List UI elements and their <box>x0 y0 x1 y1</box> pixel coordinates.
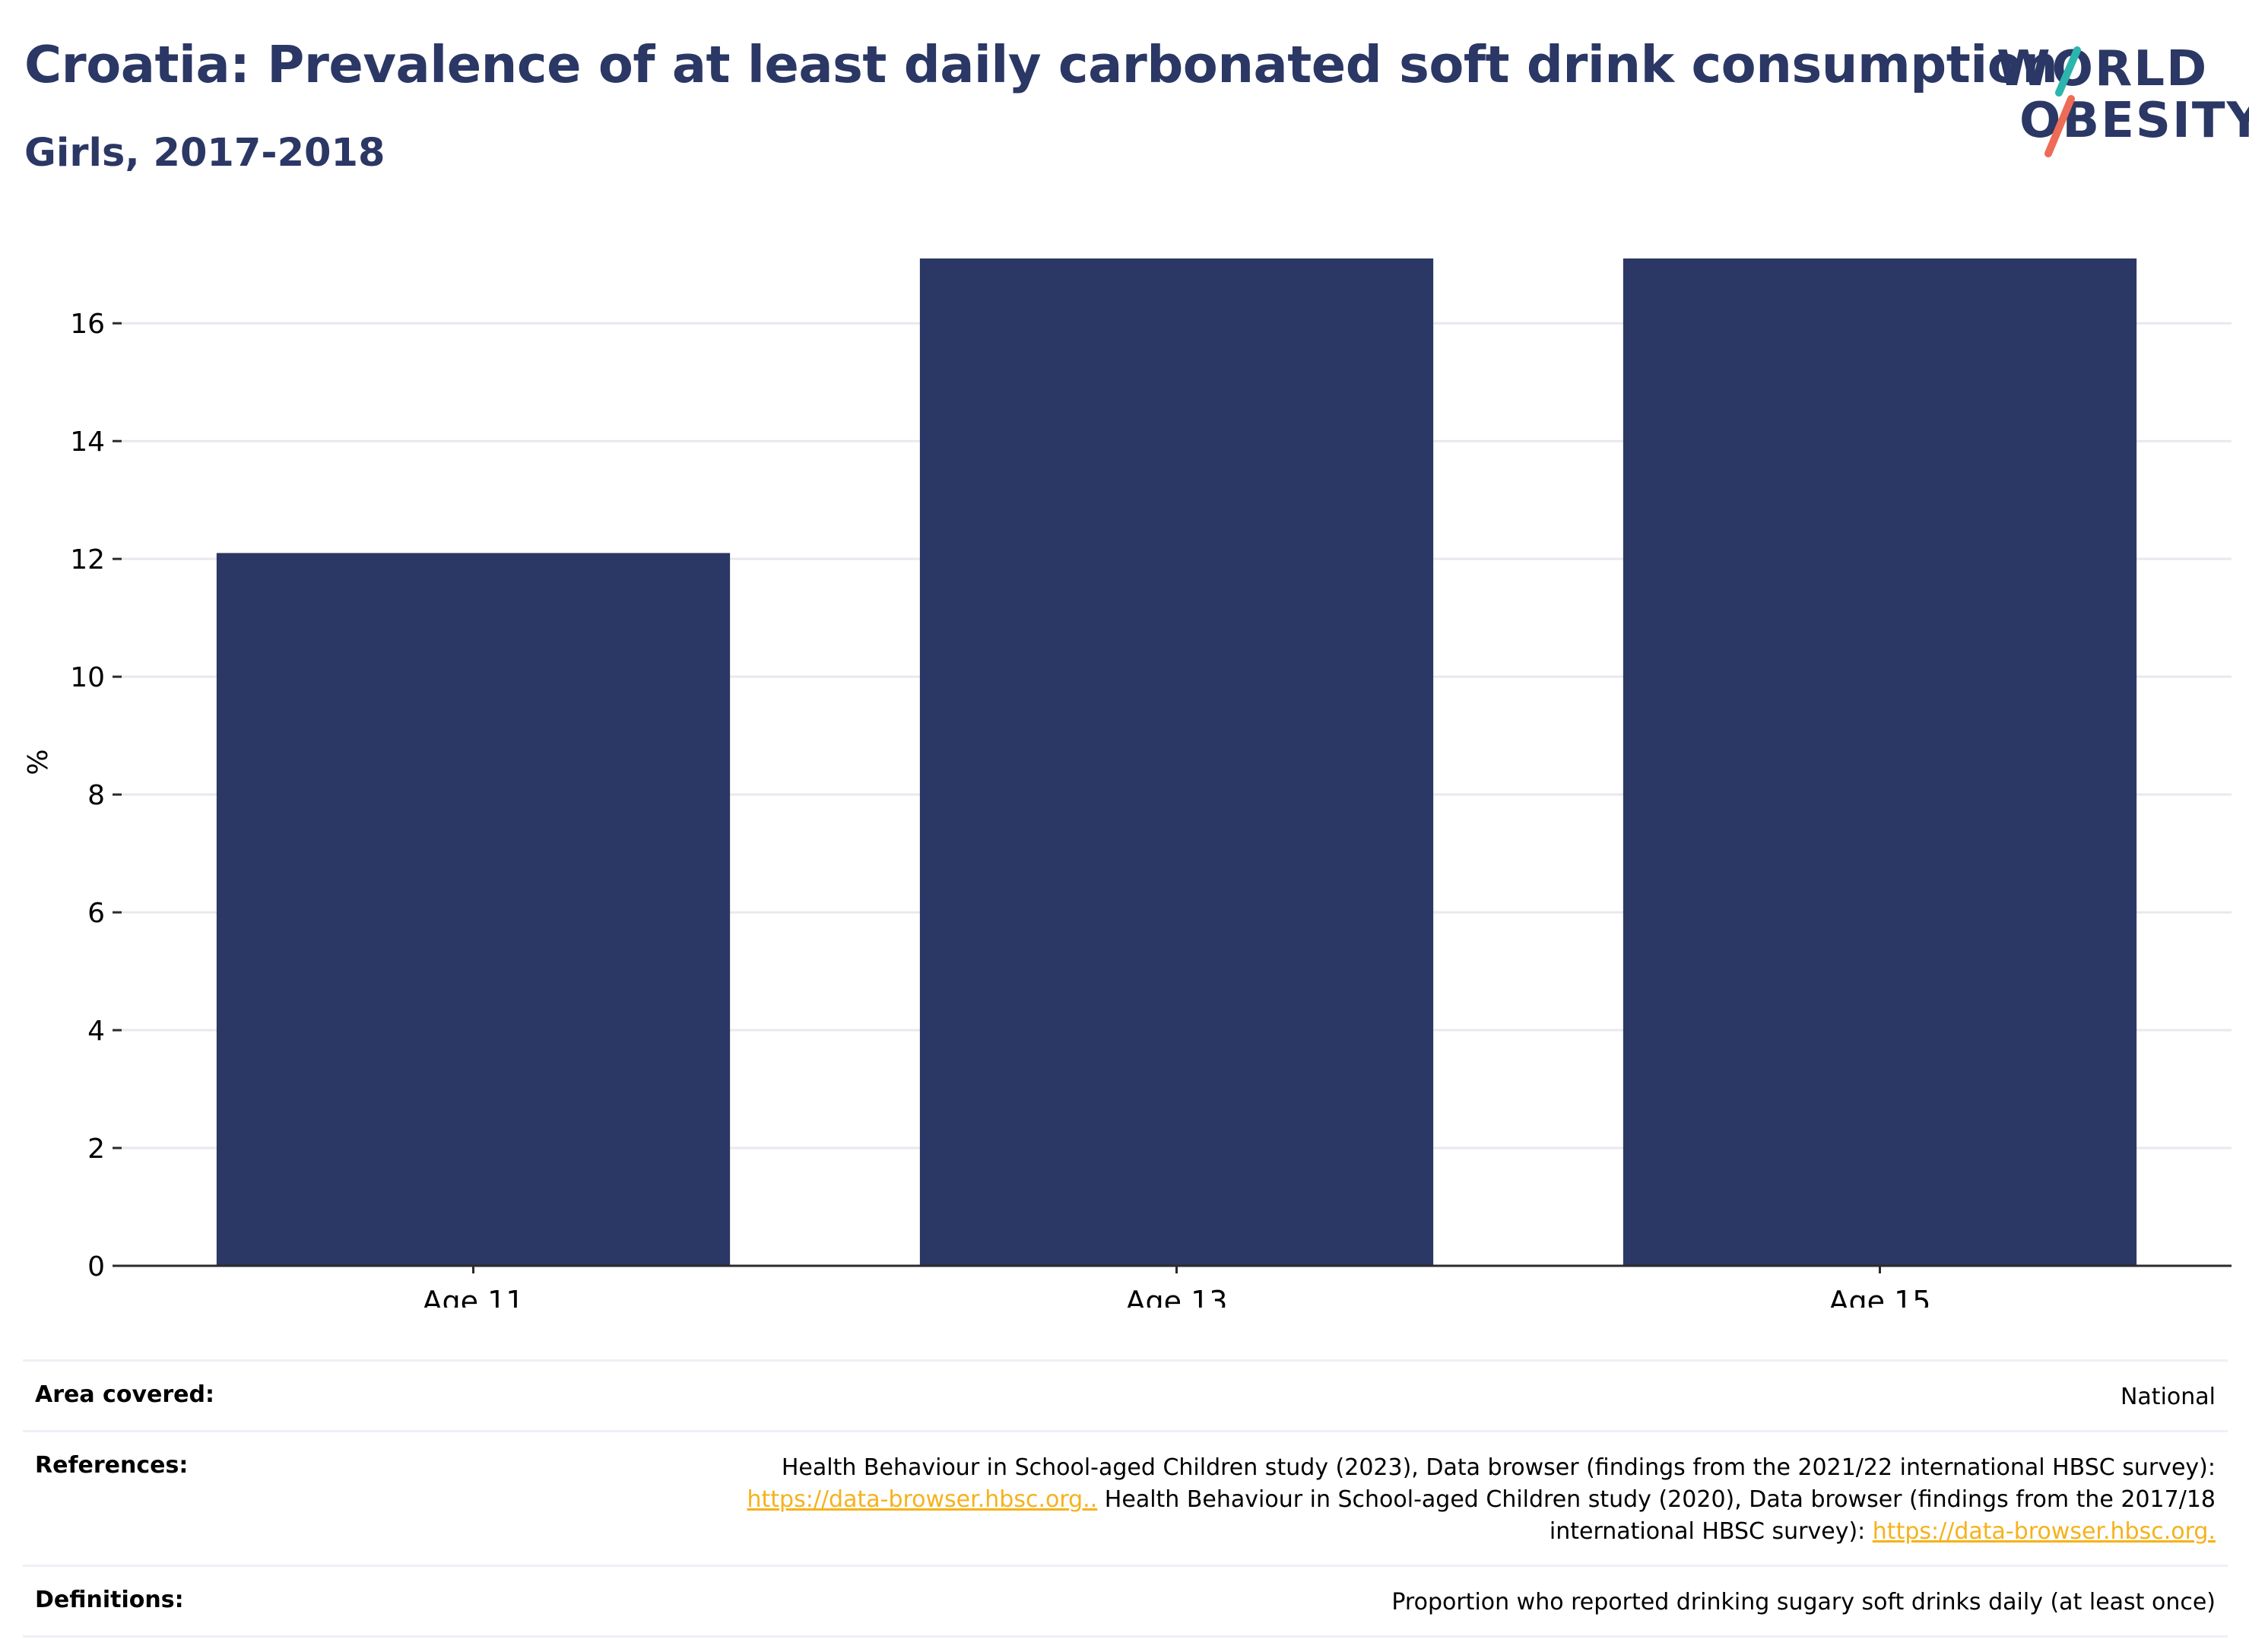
x-tick-label: Age 15 <box>1829 1285 1931 1308</box>
page-subtitle: Girls, 2017-2018 <box>24 131 385 176</box>
area-row: Area covered: National <box>23 1359 2228 1430</box>
bars <box>216 258 2137 1266</box>
y-tick-label: 8 <box>87 780 105 811</box>
x-axis-ticks: Age 11 Age 13 Age 15 <box>423 1266 1931 1308</box>
area-label: Area covered: <box>35 1381 214 1408</box>
y-tick-label: 14 <box>70 426 105 458</box>
area-value: National <box>2120 1384 2216 1410</box>
reference-text-3: international HBSC survey): <box>1549 1518 1873 1545</box>
y-axis-ticks: 0 2 4 6 8 10 12 14 16 <box>70 309 122 1283</box>
x-tick-label: Age 11 <box>423 1285 525 1308</box>
y-tick-label: 16 <box>70 309 105 340</box>
bar <box>216 553 731 1266</box>
y-tick-label: 4 <box>87 1016 105 1047</box>
reference-link-1[interactable]: https://data-browser.hbsc.org.. <box>747 1486 1098 1513</box>
reference-text-2: Health Behaviour in School-aged Children… <box>1097 1486 2216 1513</box>
x-tick-label: Age 13 <box>1126 1285 1228 1308</box>
y-tick-label: 0 <box>87 1251 105 1283</box>
y-axis-label: % <box>23 749 54 775</box>
info-table: Area covered: National References: Healt… <box>23 1359 2228 1638</box>
reference-link-2[interactable]: https://data-browser.hbsc.org. <box>1872 1518 2216 1545</box>
references-row: References: Health Behaviour in School-a… <box>23 1430 2228 1565</box>
bar <box>1623 258 2137 1266</box>
y-tick-label: 2 <box>87 1134 105 1165</box>
y-tick-label: 12 <box>70 544 105 576</box>
logo-slash-icon <box>2044 46 2081 157</box>
references-label: References: <box>35 1452 189 1479</box>
definitions-label: Definitions: <box>35 1587 184 1613</box>
bar <box>919 258 1434 1266</box>
page-title: Croatia: Prevalence of at least daily ca… <box>24 35 2058 94</box>
world-obesity-logo: WORLD OBESITY <box>1992 23 2249 160</box>
reference-text-1: Health Behaviour in School-aged Children… <box>781 1454 2216 1481</box>
definitions-row: Definitions: Proportion who reported dri… <box>23 1565 2228 1638</box>
logo-line-1: WORLD <box>1997 41 2209 97</box>
references-value: Health Behaviour in School-aged Children… <box>491 1452 2216 1548</box>
y-tick-label: 6 <box>87 898 105 929</box>
bar-chart: 0 2 4 6 8 10 12 14 16 Age 11 Age 13 Age 15 % <box>23 258 2232 1308</box>
definitions-value: Proportion who reported drinking sugary … <box>1391 1589 2216 1616</box>
y-tick-label: 10 <box>70 662 105 693</box>
